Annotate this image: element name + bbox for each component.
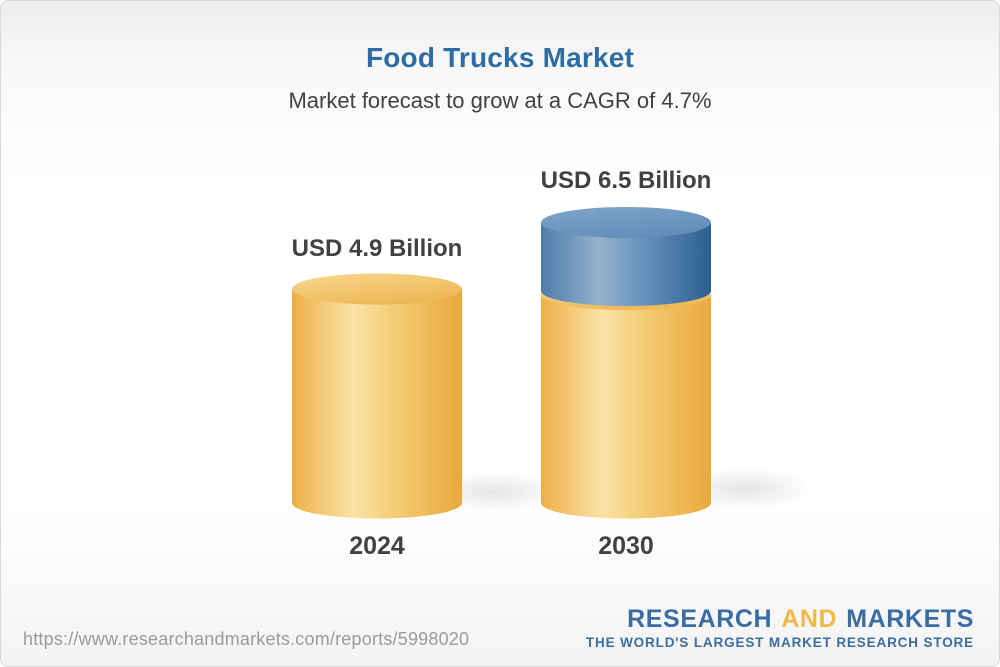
page-title: Food Trucks Market — [365, 42, 635, 73]
cylinder-bar-2024 — [292, 273, 462, 519]
category-label-2024: 2024 — [349, 532, 405, 560]
cylinder-2030-growth-segment — [541, 207, 711, 306]
cylinder-bar-2030 — [541, 207, 711, 519]
research-and-markets-logo: RESEARCH AND MARKETS THE WORLD'S LARGEST… — [586, 606, 974, 650]
logo-word-and: AND — [781, 605, 838, 633]
cylinder-2030-base-segment — [541, 280, 711, 519]
value-label-2030: USD 6.5 Billion — [540, 167, 712, 194]
page-subtitle: Market forecast to grow at a CAGR of 4.7… — [288, 88, 712, 113]
value-label-2024: USD 4.9 Billion — [291, 235, 463, 262]
report-url: https://www.researchandmarkets.com/repor… — [23, 629, 470, 649]
logo-word-markets: MARKETS — [846, 605, 974, 633]
cylinder-shadow-2030 — [689, 456, 849, 522]
logo-tagline: THE WORLD'S LARGEST MARKET RESEARCH STOR… — [585, 635, 974, 650]
logo-word-research: RESEARCH — [627, 605, 773, 633]
category-label-2030: 2030 — [598, 532, 654, 560]
cylinder-2024-base-segment — [292, 273, 462, 519]
logo-wordmark: RESEARCH AND MARKETS — [627, 606, 974, 632]
